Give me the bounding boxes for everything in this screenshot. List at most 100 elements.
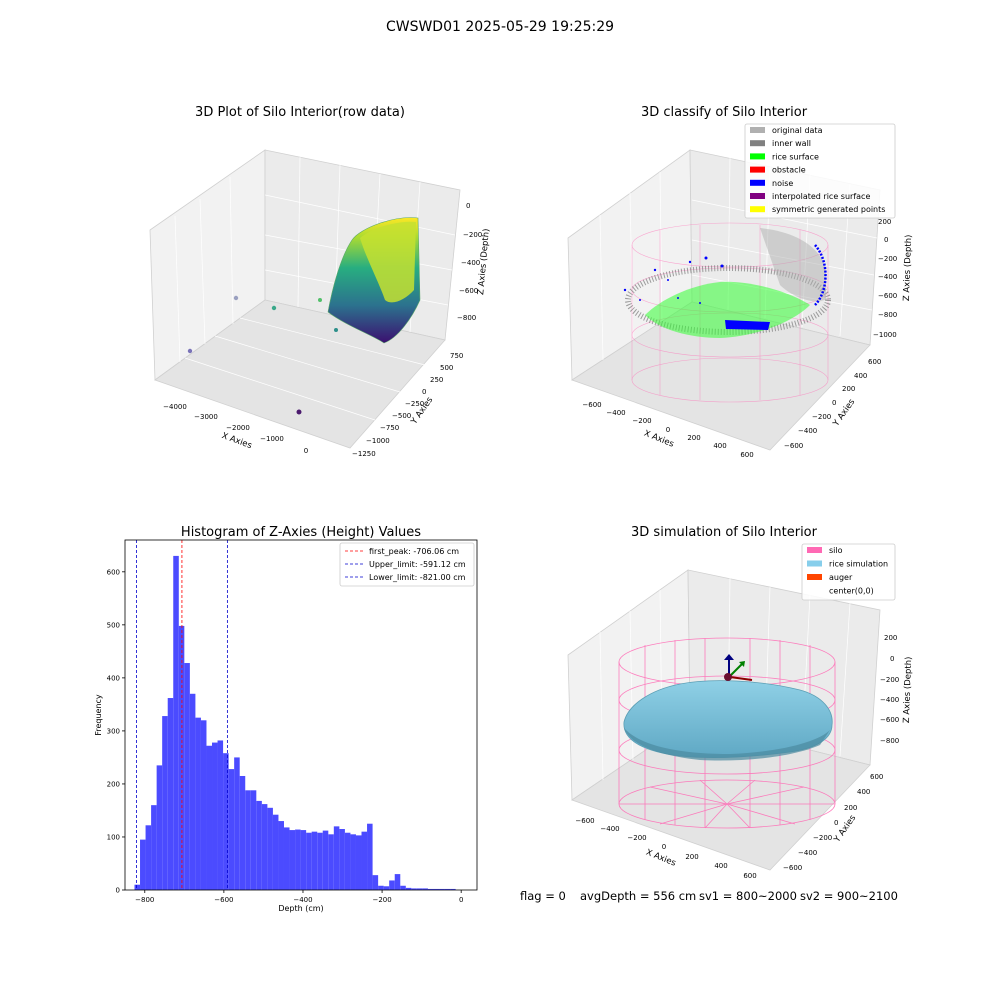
panel-simulation: 3D simulation of Silo Interior: [567, 525, 914, 880]
simulation-ztick-label: −200: [880, 676, 899, 684]
classify-original-data: [760, 228, 826, 302]
legend-swatch: [750, 206, 765, 213]
histogram-bar: [245, 790, 251, 890]
raw-scatter-points: [187, 295, 338, 415]
legend-swatch: [750, 140, 765, 147]
classify-ytick-label: −200: [812, 413, 831, 421]
raw-ytick-label: −1000: [366, 437, 390, 445]
histogram-legend-label: Lower_limit: -821.00 cm: [369, 573, 466, 582]
histogram-bar: [372, 875, 379, 890]
raw-ytick-label: −750: [380, 424, 399, 432]
panel-raw-data: 3D Plot of Silo Interior(row data) −4000…: [149, 105, 492, 458]
classify-noise-ring: [814, 244, 827, 306]
raw-x-axis-label: X Axies: [220, 431, 253, 451]
classify-z-axis-label: Z Axies (Depth): [902, 234, 914, 301]
classify-noise-band: [725, 320, 770, 330]
classify-xtick-label: 400: [713, 442, 726, 450]
raw-ytick-label: −1250: [352, 450, 376, 458]
histogram-legend: first_peak: -706.06 cm Upper_limit: -591.…: [339, 542, 475, 587]
raw-ytick-label: 500: [440, 364, 453, 372]
legend-label: auger: [829, 573, 853, 582]
histogram-bar: [250, 790, 257, 890]
histogram-bar: [383, 886, 390, 890]
footer-flag: flag = 0: [520, 889, 566, 903]
histogram-bar: [333, 826, 340, 890]
histogram-bar: [217, 740, 224, 890]
histogram-bar: [234, 757, 240, 890]
raw-floor-pane: [154, 299, 446, 449]
histogram-bar: [328, 834, 334, 890]
histogram-vlines: [136, 540, 228, 890]
raw-xtick-label: −2000: [226, 424, 250, 432]
classify-x-axis-label: X Axies: [642, 429, 675, 450]
classify-ytick-label: 0: [832, 399, 836, 407]
raw-silo-inner-wall: [360, 221, 416, 303]
raw-ytick-label: −250: [405, 400, 424, 408]
classify-ytick-label: 600: [868, 358, 881, 366]
histogram-xtick-label: −600: [214, 896, 233, 904]
legend-swatch: [807, 547, 822, 553]
simulation-ztick-label: 200: [884, 634, 897, 642]
raw-xtick-label: −1000: [260, 435, 284, 443]
histogram-bar: [378, 885, 384, 890]
simulation-ztick-label: 0: [890, 655, 894, 663]
histogram-bar: [339, 829, 345, 890]
histogram-bar: [344, 832, 351, 890]
panel-raw-title: 3D Plot of Silo Interior(row data): [195, 105, 405, 120]
legend-swatch: [750, 166, 765, 173]
raw-xtick-label: −3000: [194, 413, 218, 421]
histogram-bar: [389, 880, 395, 890]
classify-ztick-label: 0: [884, 236, 888, 244]
legend-label: inner wall: [772, 139, 811, 148]
histogram-bar: [289, 830, 296, 890]
histogram-bar: [162, 716, 168, 890]
classify-xtick-label: −400: [606, 409, 625, 417]
classify-ztick-label: −200: [878, 255, 897, 263]
histogram-bar: [422, 888, 428, 890]
footer-sv1: sv1 = 800~2000: [699, 889, 797, 903]
histogram-bar: [212, 742, 218, 890]
legend-label: rice simulation: [829, 560, 888, 569]
histogram-bar: [261, 804, 268, 890]
classify-legend: original data inner wall rice surface obsta…: [744, 123, 896, 219]
histogram-xticks: −800 −600 −400 −200 0: [135, 890, 463, 904]
classify-ytick-label: 200: [842, 385, 855, 393]
histogram-bar: [427, 888, 434, 890]
legend-label: interpolated rice surface: [772, 192, 870, 201]
histogram-bar: [184, 663, 190, 890]
histogram-bar: [189, 693, 196, 890]
simulation-xtick-label: −200: [627, 834, 646, 842]
histogram-title: Histogram of Z-Axies (Height) Values: [181, 525, 421, 540]
simulation-legend-frame: [801, 543, 896, 601]
histogram-bar: [278, 821, 284, 890]
classify-xtick-label: 0: [666, 426, 670, 434]
simulation-z-axis-label: Z Axies (Depth): [902, 656, 914, 723]
classify-ztick-label: −1000: [873, 331, 897, 339]
simulation-ytick-label: 0: [834, 819, 838, 827]
center-marker: [724, 673, 732, 681]
legend-label: symmetric generated points: [772, 205, 885, 214]
classify-ztick-label: 200: [878, 218, 891, 226]
histogram-legend-label: Upper_limit: -591.12 cm: [369, 560, 466, 569]
histogram-xtick-label: −400: [293, 896, 312, 904]
legend-label: noise: [772, 179, 793, 188]
simulation-rice-underside: [624, 728, 830, 761]
histogram-bar: [228, 769, 235, 890]
histogram-bar: [311, 831, 318, 890]
footer-sv2: sv2 = 900~2100: [800, 889, 898, 903]
footer-avg-depth: avgDepth = 556 cm: [580, 889, 696, 903]
legend-label: original data: [772, 126, 823, 135]
histogram-yticks: 0 100 200 300 400 500 600: [107, 568, 125, 895]
legend-label: silo: [829, 546, 843, 555]
footer-status: flag = 0 avgDepth = 556 cm sv1 = 800~200…: [520, 889, 898, 903]
auger-z-arrow-head: [724, 654, 734, 660]
raw-xtick-label: −4000: [163, 403, 187, 411]
legend-label: center(0,0): [829, 587, 874, 596]
classify-legend-frame: [744, 123, 896, 219]
classify-xtick-label: −600: [582, 401, 601, 409]
histogram-ytick-label: 500: [107, 621, 120, 629]
simulation-xtick-label: −600: [575, 817, 594, 825]
classify-floor-pane: [571, 301, 871, 451]
panel-simulation-title: 3D simulation of Silo Interior: [631, 525, 818, 540]
